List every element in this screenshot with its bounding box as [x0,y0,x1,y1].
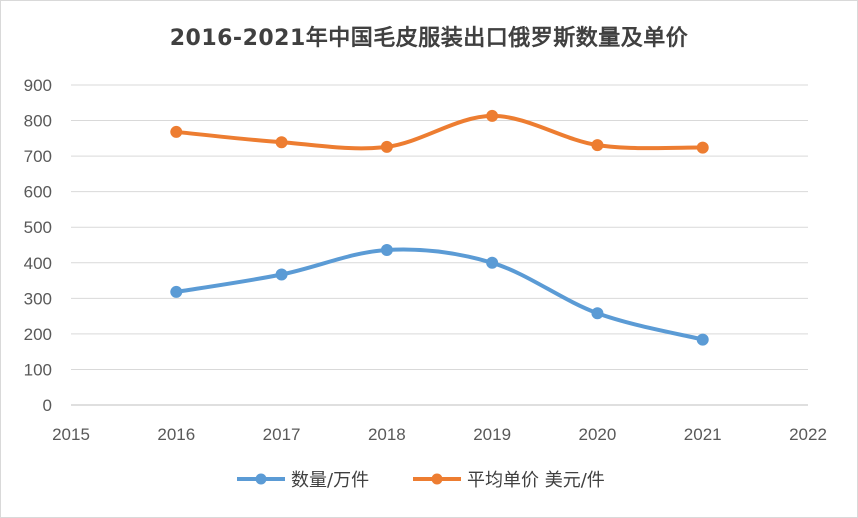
data-point [486,109,499,122]
x-tick-label: 2016 [157,425,195,444]
legend-marker [255,473,267,485]
y-tick-label: 700 [24,147,52,166]
x-tick-label: 2022 [789,425,827,444]
x-tick-label: 2020 [579,425,617,444]
x-tick-label: 2019 [473,425,511,444]
data-point [591,139,604,152]
y-tick-label: 800 [24,112,52,131]
data-point [486,256,499,269]
data-point [170,285,183,298]
data-point [696,333,709,346]
legend: 数量/万件 平均单价 美元/件 [237,470,605,491]
x-tick-label: 2017 [263,425,301,444]
y-tick-label: 200 [24,325,52,344]
y-tick-label: 600 [24,183,52,202]
legend-entry: 平均单价 美元/件 [413,470,605,491]
legend-label: 数量/万件 [291,470,369,491]
y-tick-label: 500 [24,218,52,237]
data-point [275,136,288,149]
y-tick-label: 400 [24,254,52,273]
legend-label: 平均单价 美元/件 [467,470,605,491]
x-axis-ticks: 2015 2016 2017 2018 2019 2020 2021 2022 [52,425,827,444]
y-axis-ticks: 0 100 200 300 400 500 600 700 800 900 [24,76,52,415]
series-layer [170,109,709,346]
data-point [170,125,183,138]
chart-title: 2016-2021年中国毛皮服装出口俄罗斯数量及单价 [169,26,689,51]
data-point [380,140,393,153]
x-tick-label: 2018 [368,425,406,444]
series-line-1 [174,113,705,151]
legend-marker [431,473,443,485]
y-tick-label: 300 [24,289,52,308]
legend-entry: 数量/万件 [237,470,369,491]
data-point [275,268,288,281]
data-point [591,307,604,320]
x-tick-label: 2021 [684,425,722,444]
y-tick-label: 900 [24,76,52,95]
data-point [380,243,393,256]
x-tick-label: 2015 [52,425,90,444]
y-tick-label: 100 [24,360,52,379]
y-tick-label: 0 [43,396,52,415]
series-line-0 [174,247,705,342]
data-point [696,141,709,154]
